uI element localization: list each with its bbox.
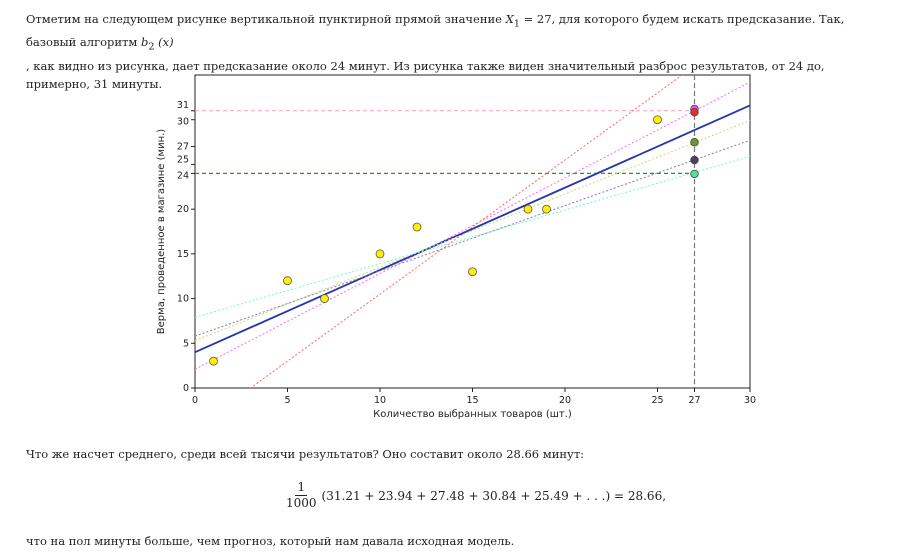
- data-point-8: [542, 204, 551, 214]
- algorithm-subscript: 2: [148, 41, 155, 53]
- data-point-5: [412, 222, 422, 232]
- chart-svg: 0 5 10 15 20 25 27 30051015202425273031Количест…: [156, 74, 756, 420]
- intro-text-mid: , для которого будем искать предсказание…: [26, 12, 845, 50]
- y-tick-label-10: 10: [177, 294, 189, 305]
- regression-line-2: [195, 81, 750, 370]
- regression-line-3: [195, 104, 750, 354]
- variable-subscript: 1: [513, 18, 520, 30]
- x-tick-label-0: 0: [192, 395, 198, 406]
- data-point-9: [653, 115, 662, 125]
- x-tick-label-10: 10: [374, 395, 386, 406]
- plot-frame: [194, 74, 751, 389]
- intro-text: Отметим на следующем рисунке вертикально…: [26, 12, 506, 26]
- regression-chart: 0 5 10 15 20 25 27 30 0 5 10 15 20 24 25 27 30 31 Количест…: [150, 70, 760, 430]
- mean-question: Что же насчет среднего, среди всей тысяч…: [26, 447, 585, 461]
- y-axis-label: Верма, проведенное в магазине (мин.): [156, 129, 167, 335]
- y-tick-label-0: 0: [183, 383, 189, 394]
- y-tick-label-31: 31: [177, 100, 189, 111]
- data-point-4: [375, 249, 385, 259]
- x-tick-label-5: 5: [284, 395, 290, 406]
- intro-text-end: , как видно из рисунка, дает предсказани…: [26, 58, 825, 91]
- prediction-point-3: [690, 138, 699, 147]
- y-tick-label-20: 20: [177, 204, 189, 215]
- y-tick-label-25: 25: [177, 154, 189, 165]
- y-tick-label-27: 27: [177, 142, 189, 153]
- formula-denominator: 1000: [286, 496, 317, 510]
- algorithm-symbol: b: [141, 35, 149, 50]
- y-tick-label-5: 5: [183, 338, 189, 349]
- x-tick-label-15: 15: [466, 395, 478, 406]
- data-point-3: [320, 294, 329, 303]
- data-point-6: [468, 267, 477, 277]
- y-tick-label-15: 15: [177, 249, 189, 260]
- regression-line-4: [195, 120, 750, 342]
- formula-fraction: 1 1000: [284, 480, 319, 511]
- y-tick-label-30: 30: [177, 117, 189, 128]
- formula-body: (31.21 + 23.94 + 27.48 + 30.84 + 25.49 +…: [321, 488, 667, 503]
- x-axis-label: Количество выбранных товаров (шт.): [373, 409, 572, 420]
- prediction-point-4: [690, 155, 699, 165]
- intro-paragraph: Отметим на следующем рисунке вертикально…: [26, 10, 886, 93]
- x-tick-label-27: 27: [688, 395, 700, 406]
- data-point-7: [523, 204, 533, 214]
- x-tick-label-30: 30: [744, 395, 756, 406]
- y-tick-label-24: 24: [177, 170, 189, 181]
- prediction-point-2: [690, 108, 699, 117]
- x-tick-label-20: 20: [559, 395, 571, 406]
- conclusion-text: что на пол минуты больше, чем прогноз, к…: [26, 534, 515, 548]
- variable-value: = 27: [519, 12, 552, 26]
- data-point-2: [283, 276, 292, 286]
- data-point-1: [209, 356, 218, 366]
- regression-line-6: [195, 155, 750, 318]
- formula-numerator: 1: [295, 480, 308, 496]
- x-tick-label-25: 25: [651, 395, 663, 406]
- variable-x: X: [505, 12, 514, 26]
- algorithm-arg: (x): [154, 35, 174, 50]
- prediction-point-5: [690, 169, 699, 179]
- mean-formula: 1 1000 (31.21 + 23.94 + 27.48 + 30.84 + …: [284, 480, 666, 511]
